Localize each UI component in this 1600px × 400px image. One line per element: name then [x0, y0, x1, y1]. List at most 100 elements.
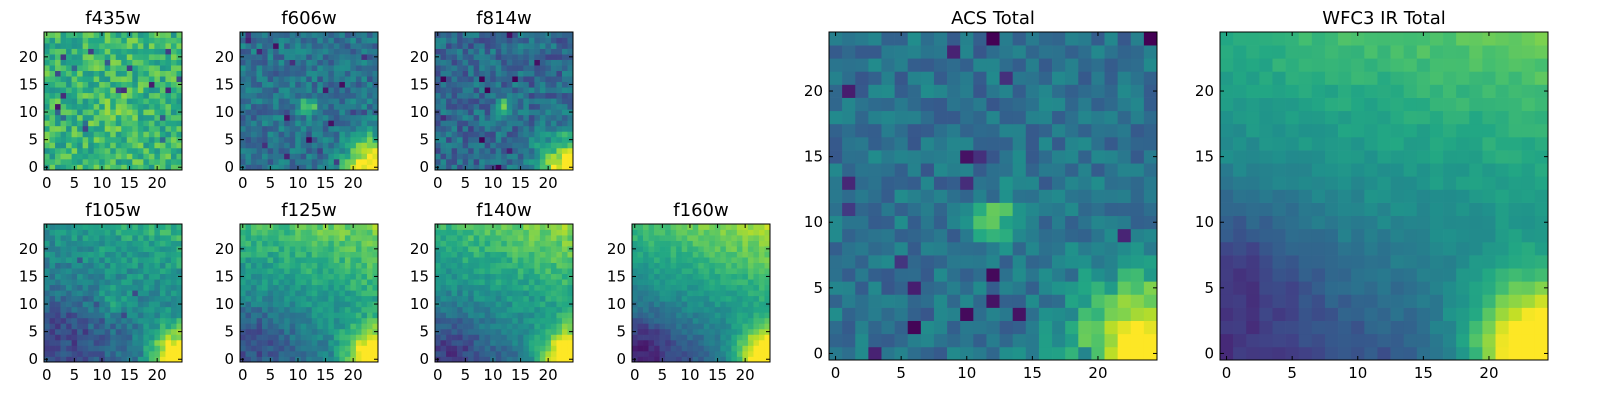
heatmap-cell: [165, 339, 172, 346]
heatmap-cell: [534, 251, 541, 258]
heatmap-cell: [300, 76, 307, 83]
heatmap-cell: [104, 92, 111, 99]
heatmap-cell: [947, 346, 961, 361]
heatmap-cell: [681, 240, 688, 247]
heatmap-cell: [176, 43, 183, 49]
heatmap-cell: [317, 81, 324, 88]
heatmap-cell: [49, 92, 56, 99]
heatmap-cell: [328, 81, 335, 88]
heatmap-cell: [88, 262, 95, 269]
heatmap-cell: [165, 235, 172, 241]
heatmap-cell: [44, 147, 50, 154]
heatmap-cell: [446, 262, 452, 269]
heatmap-cell: [451, 87, 458, 94]
heatmap-cell: [709, 235, 716, 241]
heatmap-cell: [121, 87, 128, 94]
heatmap-cell: [344, 262, 351, 269]
heatmap-cell: [126, 109, 133, 116]
heatmap-cell: [545, 312, 552, 319]
heatmap-cell: [289, 114, 296, 121]
heatmap-cell: [512, 131, 519, 138]
heatmap-cell: [170, 142, 177, 149]
heatmap-cell: [322, 142, 329, 149]
heatmap-cell: [512, 240, 519, 247]
heatmap-cell: [435, 279, 441, 286]
heatmap-cell: [267, 54, 274, 60]
heatmap-cell: [284, 32, 291, 38]
heatmap-cell: [77, 235, 83, 241]
heatmap-cell: [1143, 241, 1158, 256]
heatmap-cell: [328, 356, 335, 363]
x-tick-label: 10: [92, 174, 111, 192]
heatmap-cell: [462, 290, 469, 297]
heatmap-cell: [99, 306, 106, 313]
heatmap-cell: [339, 43, 346, 49]
heatmap-cell: [960, 255, 974, 269]
heatmap-cell: [648, 273, 655, 280]
heatmap-cell: [451, 240, 458, 247]
heatmap-cell: [709, 345, 716, 352]
heatmap-cell: [742, 295, 749, 302]
heatmap-cell: [462, 131, 469, 138]
heatmap-cell: [490, 284, 497, 291]
heatmap-cell: [132, 229, 139, 236]
heatmap-cell: [49, 290, 56, 297]
heatmap-cell: [567, 103, 574, 110]
heatmap-cell: [534, 164, 541, 171]
heatmap-cell: [512, 125, 519, 132]
heatmap-cell: [561, 251, 568, 258]
heatmap-cell: [528, 81, 535, 88]
heatmap-cell: [159, 109, 166, 116]
heatmap-cell: [121, 153, 128, 160]
heatmap-cell: [71, 70, 78, 77]
heatmap-cell: [501, 268, 508, 275]
heatmap-cell: [881, 228, 895, 243]
heatmap-cell: [99, 109, 106, 116]
heatmap-cell: [714, 295, 721, 302]
heatmap-cell: [550, 262, 557, 269]
heatmap-cell: [126, 81, 133, 88]
heatmap-cell: [344, 158, 351, 165]
heatmap-cell: [267, 81, 274, 88]
heatmap-cell: [556, 290, 563, 297]
heatmap-cell: [355, 48, 362, 55]
heatmap-cell: [720, 224, 727, 230]
heatmap-cell: [446, 268, 452, 275]
heatmap-cell: [457, 251, 463, 258]
heatmap-cell: [1091, 189, 1105, 203]
heatmap-cell: [245, 76, 252, 83]
heatmap-cell: [842, 333, 856, 348]
heatmap-cell: [539, 246, 546, 252]
heatmap-cell: [457, 136, 463, 143]
heatmap-cell: [545, 229, 552, 236]
heatmap-cell: [165, 87, 172, 94]
heatmap-cell: [300, 158, 307, 165]
heatmap-cell: [457, 339, 463, 346]
heatmap-cell: [758, 312, 765, 319]
heatmap-cell: [484, 32, 491, 38]
heatmap-cell: [709, 229, 716, 236]
heatmap-cell: [676, 339, 683, 346]
heatmap-cell: [176, 345, 183, 352]
heatmap-cell: [350, 76, 357, 83]
heatmap-cell: [93, 262, 100, 269]
heatmap-cell: [60, 59, 67, 66]
heatmap-cell: [350, 103, 357, 110]
heatmap-cell: [289, 251, 296, 258]
heatmap-cell: [451, 37, 458, 44]
heatmap-cell: [561, 147, 568, 154]
heatmap-cell: [104, 328, 111, 335]
heatmap-cell: [170, 103, 177, 110]
heatmap-cell: [366, 290, 373, 297]
heatmap-cell: [490, 251, 497, 258]
heatmap-cell: [55, 92, 61, 99]
heatmap-cell: [361, 37, 368, 44]
heatmap-cell: [300, 48, 307, 55]
heatmap-cell: [506, 246, 513, 252]
heatmap-cell: [462, 147, 469, 154]
heatmap-cell: [632, 334, 638, 341]
heatmap-cell: [278, 328, 285, 335]
heatmap-cell: [556, 114, 563, 121]
heatmap-cell: [344, 109, 351, 116]
heatmap-cell: [104, 109, 111, 116]
